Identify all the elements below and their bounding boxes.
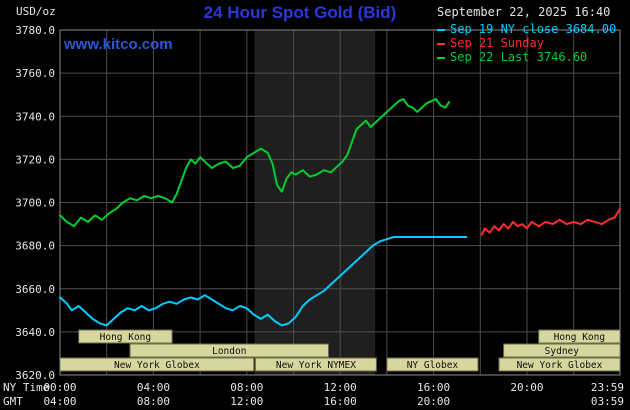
session-label: Hong Kong [554,332,605,343]
y-tick-label: 3760.0 [15,67,55,80]
y-tick-label: 3720.0 [15,153,55,166]
legend-label: Sep 22 Last 3746.60 [450,50,588,64]
legend-dash-icon [437,28,445,31]
gmt-axis-label: GMT [3,395,23,408]
y-tick-label: 3620.0 [15,369,55,382]
legend-item-1: Sep 21 Sunday [437,36,616,50]
units-label: USD/oz [16,5,56,18]
legend-item-2: Sep 22 Last 3746.60 [437,50,616,64]
y-tick-label: 3740.0 [15,110,55,123]
y-tick-label: 3680.0 [15,240,55,253]
session-label: Sydney [545,346,580,357]
gmt-tick-label: 08:00 [137,395,170,408]
session-label: London [212,346,246,357]
session-box [254,357,377,372]
ny-tick-label: 16:00 [417,381,450,394]
series-line-2 [59,98,451,228]
legend-dash-icon [437,56,445,59]
y-tick-label: 3640.0 [15,326,55,339]
chart-title: 24 Hour Spot Gold (Bid) [203,3,397,22]
ny-time-axis-label: NY Time [3,381,49,394]
series-line-1 [480,208,621,236]
legend-item-0: Sep 19 NY close 3684.00 [437,22,616,36]
y-tick-label: 3660.0 [15,283,55,296]
gmt-tick-label: 20:00 [417,395,450,408]
legend: Sep 19 NY close 3684.00 Sep 21 Sunday Sep … [437,22,616,64]
session-label: New York Globex [517,360,603,371]
ny-tick-label: 08:00 [230,381,263,394]
session-box [129,343,329,358]
gmt-tick-label: 03:59 [591,395,624,408]
datetime-label: September 22, 2025 16:40 [437,5,611,19]
legend-dash-icon [437,42,445,45]
y-tick-label: 3700.0 [15,197,55,210]
session-label: Hong Kong [100,332,151,343]
series-line-0 [59,236,468,327]
legend-label: Sep 21 Sunday [450,36,544,50]
ny-tick-label: 20:00 [510,381,543,394]
kitco-watermark-link[interactable]: www.kitco.com [64,36,173,53]
plot-border [59,29,621,376]
gmt-tick-label: 12:00 [230,395,263,408]
session-label: NY Globex [407,360,459,371]
gmt-tick-label: 04:00 [43,395,76,408]
y-tick-label: 3780.0 [15,24,55,37]
session-box [78,329,173,344]
session-label: New York NYMEX [276,360,356,371]
ny-tick-label: 12:00 [324,381,357,394]
gmt-tick-label: 16:00 [324,395,357,408]
legend-label: Sep 19 NY close 3684.00 [450,22,617,36]
session-box [386,357,479,372]
ny-tick-label: 00:00 [43,381,76,394]
ny-tick-label: 23:59 [591,381,624,394]
session-label: New York Globex [114,360,200,371]
ny-tick-label: 04:00 [137,381,170,394]
